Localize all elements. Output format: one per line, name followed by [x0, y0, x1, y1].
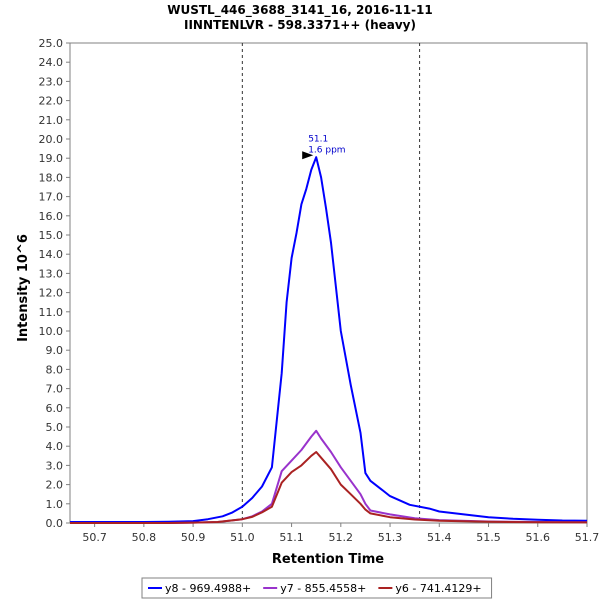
y-axis-label: Intensity 10^6: [16, 234, 31, 342]
peak-marker-icon: [302, 151, 314, 160]
y-tick-label: 17.0: [39, 191, 64, 204]
legend-label: y7 - 855.4558+: [280, 582, 366, 595]
y-tick-label: 24.0: [39, 56, 64, 69]
series-layer: [70, 156, 588, 524]
chart-subtitle: IINNTENLVR - 598.3371++ (heavy): [184, 18, 416, 32]
y-tick-label: 0.0: [46, 517, 64, 530]
x-tick-label: 51.1: [279, 531, 304, 544]
y-tick-label: 15.0: [39, 229, 64, 242]
y-tick-label: 4.0: [46, 440, 64, 453]
y-tick-label: 10.0: [39, 325, 64, 338]
y-tick-label: 6.0: [46, 402, 64, 415]
y-tick-label: 3.0: [46, 459, 64, 472]
x-tick-label: 51.2: [329, 531, 354, 544]
x-tick-label: 51.0: [230, 531, 255, 544]
legend-label: y6 - 741.4129+: [395, 582, 481, 595]
x-tick-label: 51.6: [526, 531, 551, 544]
x-tick-label: 51.3: [378, 531, 403, 544]
y-axis: 0.0 1.0 2.0 3.0 4.0 5.0 6.0 7.0 8.0 9.0 10.0 11.0 12…: [39, 37, 70, 530]
y-tick-label: 21.0: [39, 114, 64, 127]
x-tick-label: 51.4: [427, 531, 452, 544]
legend: y8 - 969.4988+ y7 - 855.4558+ y6 - 741.412…: [141, 577, 493, 599]
series-line-1: [70, 156, 588, 523]
x-tick-label: 50.7: [82, 531, 107, 544]
y-tick-label: 25.0: [39, 37, 64, 50]
y-tick-label: 1.0: [46, 498, 64, 511]
y-tick-label: 9.0: [46, 344, 64, 357]
legend-item: y8 - 969.4988+: [148, 582, 251, 595]
y-tick-label: 23.0: [39, 75, 64, 88]
legend-item: y6 - 741.4129+: [378, 582, 482, 595]
x-tick-label: 50.8: [132, 531, 157, 544]
x-axis: 50.7 50.8 50.9 51.0 51.1 51.2 51.3 51.4 51.5 51.6…: [82, 523, 599, 544]
y-tick-label: 14.0: [39, 248, 64, 261]
y-tick-label: 7.0: [46, 383, 64, 396]
y-tick-label: 18.0: [39, 171, 64, 184]
y-tick-label: 2.0: [46, 479, 64, 492]
annotation-line: 1.6 ppm: [308, 145, 345, 155]
x-tick-label: 51.5: [476, 531, 501, 544]
x-tick-label: 50.9: [181, 531, 206, 544]
boundary-lines: [241, 43, 421, 523]
y-tick-label: 12.0: [39, 287, 64, 300]
plot-border: [69, 42, 588, 524]
y-tick-label: 19.0: [39, 152, 64, 165]
series-line-3: [70, 451, 588, 524]
y-tick-label: 22.0: [39, 95, 64, 108]
y-tick-label: 13.0: [39, 267, 64, 280]
x-axis-label: Retention Time: [272, 552, 384, 567]
plot-area: [69, 42, 588, 524]
legend-label: y8 - 969.4988+: [165, 582, 251, 595]
legend-item: y7 - 855.4558+: [263, 582, 366, 595]
y-tick-label: 8.0: [46, 363, 64, 376]
y-tick-label: 16.0: [39, 210, 64, 223]
y-tick-label: 5.0: [46, 421, 64, 434]
legend-box: [141, 577, 493, 599]
annotation-line: 51.1: [308, 134, 328, 144]
y-tick-label: 11.0: [39, 306, 64, 319]
chart-title: WUSTL_446_3688_3141_16, 2016-11-11: [167, 3, 433, 18]
y-tick-label: 20.0: [39, 133, 64, 146]
peak-annotation: 51.11.6 ppm: [302, 134, 346, 160]
x-tick-label: 51.7: [575, 531, 600, 544]
